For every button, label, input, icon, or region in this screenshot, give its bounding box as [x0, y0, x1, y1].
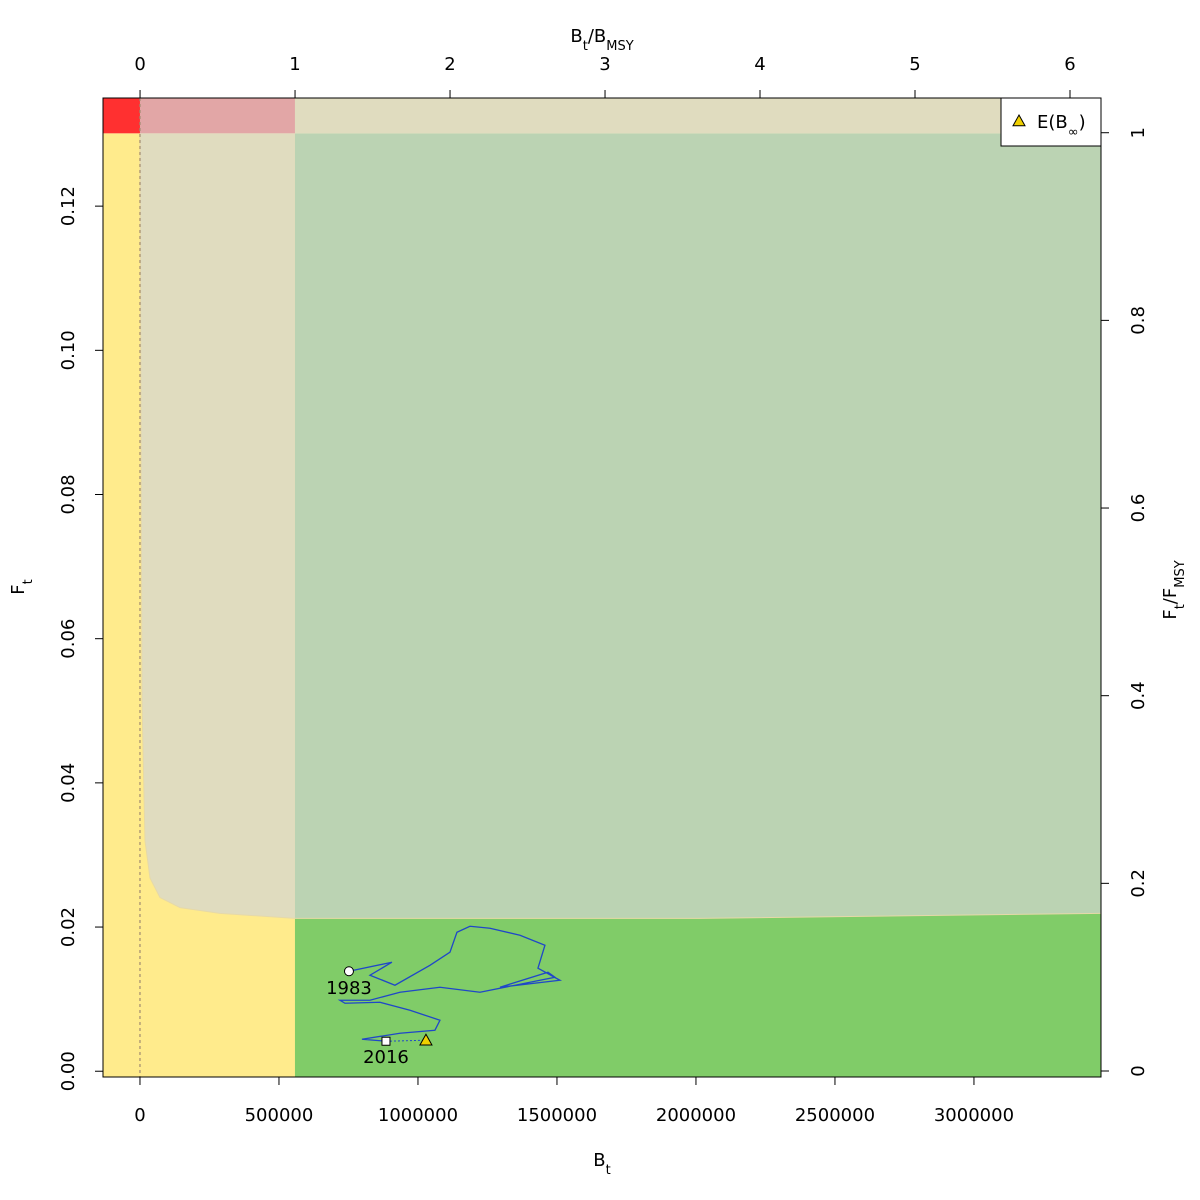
x-axis-title-part: t	[606, 1163, 611, 1178]
y2-tick-label: 1	[1128, 127, 1149, 138]
x2-tick-label: 6	[1064, 54, 1075, 75]
end-point	[381, 1036, 391, 1046]
x-tick-label: 1500000	[517, 1105, 597, 1126]
y2-tick-label: 0	[1128, 1065, 1149, 1076]
end-label: 2016	[363, 1047, 409, 1068]
x-tick-label: 3000000	[934, 1105, 1014, 1126]
y2-tick-label: 0.8	[1128, 306, 1149, 335]
y-tick-label: 0.04	[58, 763, 79, 803]
legend-label-part: ∞	[1068, 125, 1079, 140]
legend-label: E(B∞)	[1037, 112, 1086, 140]
x2-tick-label: 3	[599, 54, 610, 75]
x-axis-title-part: B	[593, 1150, 605, 1171]
x2-axis-title-part: MSY	[606, 39, 633, 54]
y-tick-label: 0.00	[58, 1051, 79, 1091]
y-tick-label: 0.08	[58, 474, 79, 514]
y2-tick-label: 0.2	[1128, 869, 1149, 898]
plot-frame	[102, 97, 1102, 1078]
legend-symbol	[1012, 113, 1026, 127]
y2-axis-title-part: /F	[1160, 588, 1181, 604]
y2-axis-title-part: MSY	[1173, 560, 1188, 587]
y-tick-label: 0.12	[58, 186, 79, 226]
zone-red	[103, 98, 140, 134]
x2-tick-label: 4	[754, 54, 765, 75]
legend-label-part: E(B	[1037, 112, 1068, 133]
x-tick-label: 2500000	[795, 1105, 875, 1126]
zone-pink	[139, 98, 295, 134]
x2-axis-title: Bt/BMSY	[570, 26, 633, 54]
x2-tick-label: 1	[289, 54, 300, 75]
x-tick-label: 2000000	[656, 1105, 736, 1126]
x-axis-title: Bt	[593, 1150, 610, 1178]
y-tick-label: 0.10	[58, 330, 79, 370]
y-tick-label: 0.02	[58, 907, 79, 947]
y-tick-label: 0.06	[58, 619, 79, 659]
y-axis-title: Ft	[8, 579, 36, 594]
start-label: 1983	[326, 978, 372, 999]
zone-green	[294, 913, 1101, 1077]
y-axis-title-part: t	[21, 579, 36, 584]
zones	[103, 98, 1101, 1077]
x-tick-label: 1000000	[378, 1105, 458, 1126]
y2-axis-title: Ft/FMSY	[1160, 560, 1188, 619]
x2-axis-title-part: B	[570, 26, 582, 47]
trajectory	[337, 925, 563, 1042]
x2-axis-title-part: t	[583, 39, 588, 54]
x2-axis-title-part: /B	[588, 26, 606, 47]
equilibrium-link	[385, 1039, 426, 1042]
start-point	[343, 966, 354, 977]
x2-tick-label: 0	[134, 54, 145, 75]
legend-label-part: )	[1079, 112, 1086, 133]
y2-tick-label: 0.4	[1128, 681, 1149, 710]
zone-boundary	[139, 134, 1101, 919]
x-tick-label: 0	[134, 1105, 145, 1126]
x2-tick-label: 2	[444, 54, 455, 75]
y2-tick-label: 0.6	[1128, 494, 1149, 523]
equilibrium-point	[419, 1033, 433, 1046]
y2-axis-title-part: t	[1173, 604, 1188, 609]
x2-tick-label: 5	[909, 54, 920, 75]
x-tick-label: 500000	[245, 1105, 314, 1126]
y-axis-title-part: F	[8, 584, 29, 594]
zone-tan-top	[294, 98, 1101, 134]
y2-axis-title-part: F	[1160, 609, 1181, 619]
zone-tan	[139, 133, 295, 919]
